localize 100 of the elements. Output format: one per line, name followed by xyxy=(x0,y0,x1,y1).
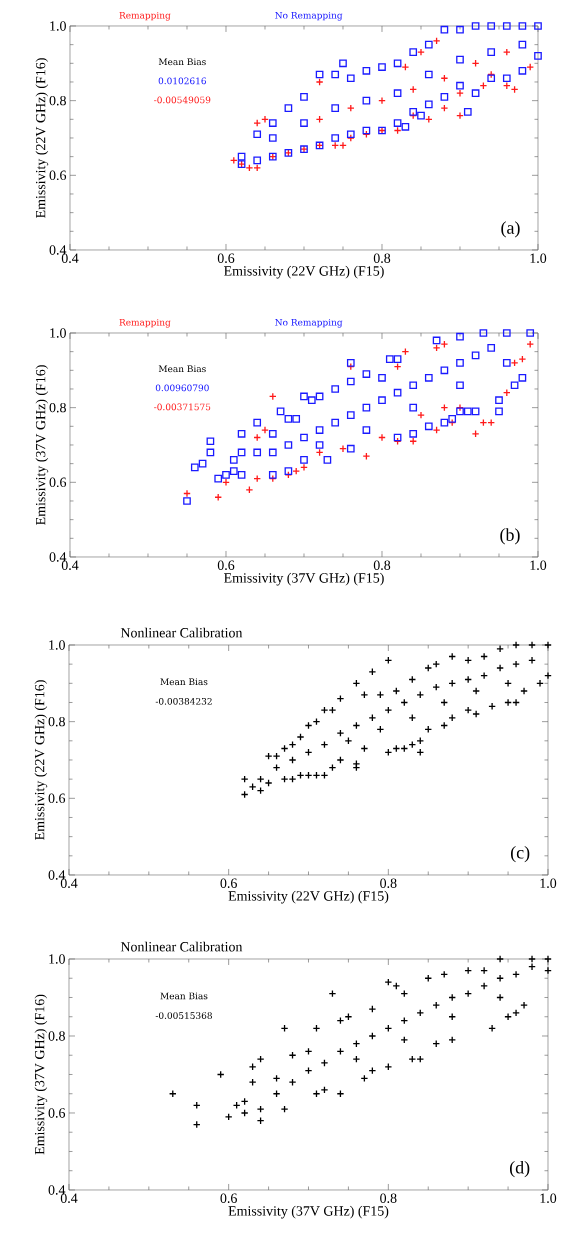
point xyxy=(378,63,386,71)
x-tick-label: 0.6 xyxy=(217,560,235,570)
x-tick-label: 1.0 xyxy=(530,253,547,263)
annotation: (d) xyxy=(509,1160,530,1178)
point xyxy=(378,433,386,442)
point xyxy=(463,108,472,116)
point xyxy=(456,403,464,412)
point xyxy=(331,104,340,112)
point xyxy=(300,119,308,127)
y-axis-title: Emissivity (37V GHz) (F16) xyxy=(34,994,48,1155)
point xyxy=(456,55,464,64)
point xyxy=(331,70,340,79)
x-tick-label: 0.8 xyxy=(373,253,391,263)
point xyxy=(346,104,355,112)
point xyxy=(518,355,527,363)
point xyxy=(346,130,355,139)
point xyxy=(409,48,418,56)
point xyxy=(346,74,355,83)
point xyxy=(417,111,425,120)
point xyxy=(456,89,464,98)
chart-title: Nonlinear Calibration xyxy=(120,941,243,952)
x-tick-label: 1.0 xyxy=(540,878,557,888)
x-tick-label: 0.4 xyxy=(61,253,79,263)
point xyxy=(362,96,371,105)
point xyxy=(339,141,347,150)
y-tick-label: 0.6 xyxy=(48,793,66,804)
point xyxy=(300,93,308,101)
point xyxy=(362,126,371,135)
y-axis-title: Emissivity (22V GHz) (F16) xyxy=(35,58,49,218)
point xyxy=(331,134,340,142)
point xyxy=(510,359,519,367)
x-tick-label: 0.6 xyxy=(220,878,237,888)
x-tick-label: 0.4 xyxy=(60,878,78,888)
point xyxy=(378,96,386,105)
point xyxy=(526,63,535,71)
point xyxy=(253,156,262,165)
point xyxy=(471,22,480,30)
point xyxy=(518,40,527,49)
y-tick-label: 0.6 xyxy=(48,1108,66,1118)
point xyxy=(534,22,542,30)
point xyxy=(268,119,277,127)
point xyxy=(456,25,464,34)
point xyxy=(315,70,324,79)
point xyxy=(487,22,496,30)
point xyxy=(440,104,449,112)
point xyxy=(534,52,542,60)
point xyxy=(424,100,433,109)
x-axis-title: Emissivity (37V GHz) (F15) xyxy=(224,572,384,586)
point xyxy=(393,119,402,127)
annotation: Mean Bias xyxy=(158,58,206,66)
y-tick-label: 0.4 xyxy=(49,245,67,255)
x-tick-label: 0.8 xyxy=(373,560,391,570)
point xyxy=(362,66,371,75)
text: Remapping xyxy=(119,318,171,328)
y-axis-title: Emissivity (22V GHz) (F16) xyxy=(34,680,48,840)
point xyxy=(417,48,425,56)
point xyxy=(339,444,347,453)
x-tick-label: 0.4 xyxy=(60,1193,78,1203)
annotation: 0.00960790 xyxy=(155,384,209,392)
point xyxy=(393,89,402,98)
annotation: -0.00549059 xyxy=(154,96,211,104)
point xyxy=(401,63,410,71)
x-tick-label: 0.8 xyxy=(380,878,397,888)
point xyxy=(339,59,347,68)
x-tick-label: 1.0 xyxy=(540,1193,557,1203)
point xyxy=(237,152,246,161)
point xyxy=(292,467,301,475)
text: No Remapping xyxy=(275,11,343,21)
point xyxy=(268,134,277,142)
y-tick-label: 0.6 xyxy=(49,170,67,181)
x-tick-label: 1.0 xyxy=(530,560,547,570)
annotation: -0.00371575 xyxy=(154,403,211,411)
y-tick-label: 1.0 xyxy=(50,328,66,338)
point xyxy=(440,93,449,101)
annotation: 0.0102616 xyxy=(158,77,206,85)
y-tick-label: 0.8 xyxy=(48,716,65,727)
y-tick-label: 0.8 xyxy=(49,95,66,106)
y-tick-label: 1.0 xyxy=(49,954,65,964)
annotation: -0.00384232 xyxy=(155,697,212,705)
point xyxy=(502,74,511,83)
point xyxy=(261,426,269,434)
x-axis-title: Emissivity (22V GHz) (F15) xyxy=(228,890,389,904)
chart-title: Nonlinear Calibration xyxy=(120,627,243,638)
point xyxy=(253,130,262,139)
point xyxy=(471,89,480,98)
point xyxy=(440,25,449,34)
point xyxy=(409,108,418,116)
y-tick-label: 0.8 xyxy=(48,1031,65,1041)
annotation: -0.00515368 xyxy=(155,1012,212,1019)
point xyxy=(417,411,425,419)
point xyxy=(456,111,464,120)
x-tick-label: 0.6 xyxy=(217,253,235,263)
point xyxy=(487,74,496,83)
point xyxy=(424,40,433,49)
point xyxy=(518,22,527,30)
y-tick-label: 1.0 xyxy=(49,640,65,650)
point xyxy=(253,119,262,127)
annotation: (b) xyxy=(500,528,520,545)
point xyxy=(432,344,441,352)
point xyxy=(300,463,308,472)
